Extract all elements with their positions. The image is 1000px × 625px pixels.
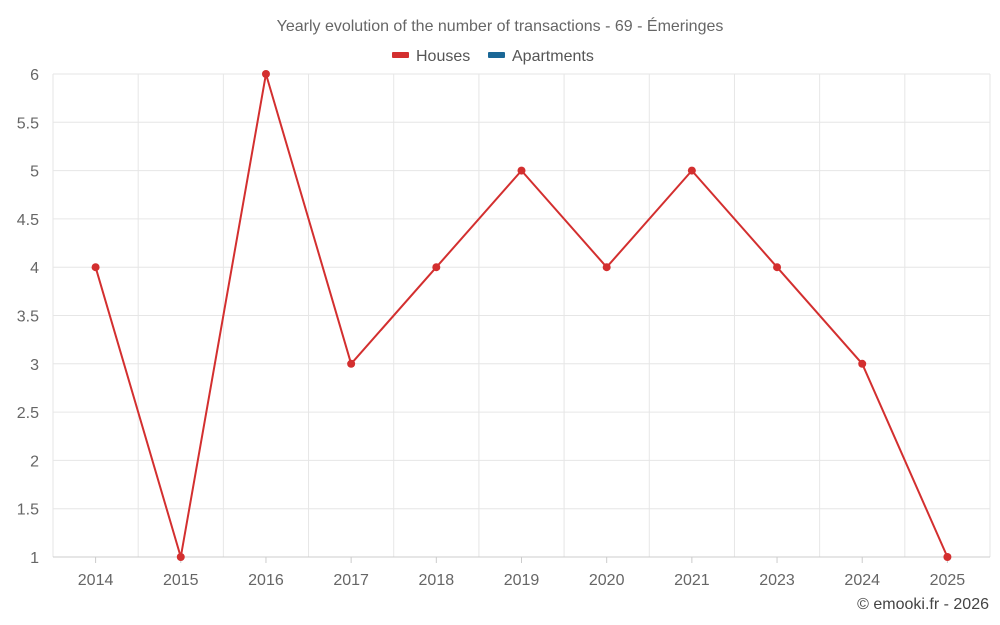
x-tick-label: 2025 — [930, 572, 966, 589]
y-tick-label: 1.5 — [17, 502, 39, 519]
data-point-houses[interactable] — [858, 359, 867, 368]
credit: © emooki.fr - 2026 — [857, 596, 989, 613]
legend-label-apartments: Apartments — [512, 48, 594, 65]
data-point-houses[interactable] — [261, 70, 270, 78]
x-tick-label: 2017 — [333, 572, 369, 589]
chart-title: Yearly evolution of the number of transa… — [277, 16, 724, 35]
y-tick-label: 6 — [30, 67, 39, 84]
y-tick-label: 5 — [30, 164, 39, 181]
legend-label-houses: Houses — [416, 48, 470, 65]
y-tick-label: 4 — [30, 260, 39, 277]
x-tick-label: 2020 — [589, 572, 625, 589]
legend-swatch-houses — [392, 52, 409, 58]
x-tick-label: 2019 — [504, 572, 540, 589]
y-tick-label: 1 — [30, 550, 39, 567]
data-point-houses[interactable] — [176, 553, 185, 561]
x-tick-label: 2021 — [674, 572, 710, 589]
y-tick-label: 4.5 — [17, 212, 39, 229]
x-tick-label: 2018 — [419, 572, 455, 589]
x-tick-label: 2016 — [248, 572, 284, 589]
data-point-houses[interactable] — [687, 166, 696, 175]
data-point-houses[interactable] — [432, 263, 441, 272]
data-point-houses[interactable] — [602, 263, 611, 272]
data-point-houses[interactable] — [517, 166, 526, 175]
data-point-houses[interactable] — [91, 263, 100, 272]
x-tick-label: 2015 — [163, 572, 199, 589]
data-point-houses[interactable] — [347, 359, 356, 368]
y-tick-label: 3.5 — [17, 309, 39, 326]
y-tick-label: 3 — [30, 357, 39, 374]
data-point-houses[interactable] — [943, 553, 952, 561]
plot-area — [91, 70, 952, 561]
x-axis: 2014 2015 2016 2017 2018 2019 2020 2021 2023 2024… — [53, 556, 990, 589]
legend-item-apartments[interactable]: Apartments — [488, 48, 594, 65]
x-tick-label: 2014 — [78, 572, 114, 589]
y-axis: 1 1.5 2 2.5 3 3.5 4 4.5 5 5.5 6 — [17, 67, 39, 567]
legend-swatch-apartments — [488, 52, 505, 58]
y-tick-label: 5.5 — [17, 115, 39, 132]
y-tick-label: 2.5 — [17, 405, 39, 422]
x-tick-label: 2024 — [844, 572, 880, 589]
legend: Houses Apartments — [392, 48, 594, 65]
legend-item-houses[interactable]: Houses — [392, 48, 470, 65]
y-tick-label: 2 — [30, 453, 39, 470]
x-tick-label: 2023 — [759, 572, 795, 589]
data-point-houses[interactable] — [773, 263, 782, 272]
